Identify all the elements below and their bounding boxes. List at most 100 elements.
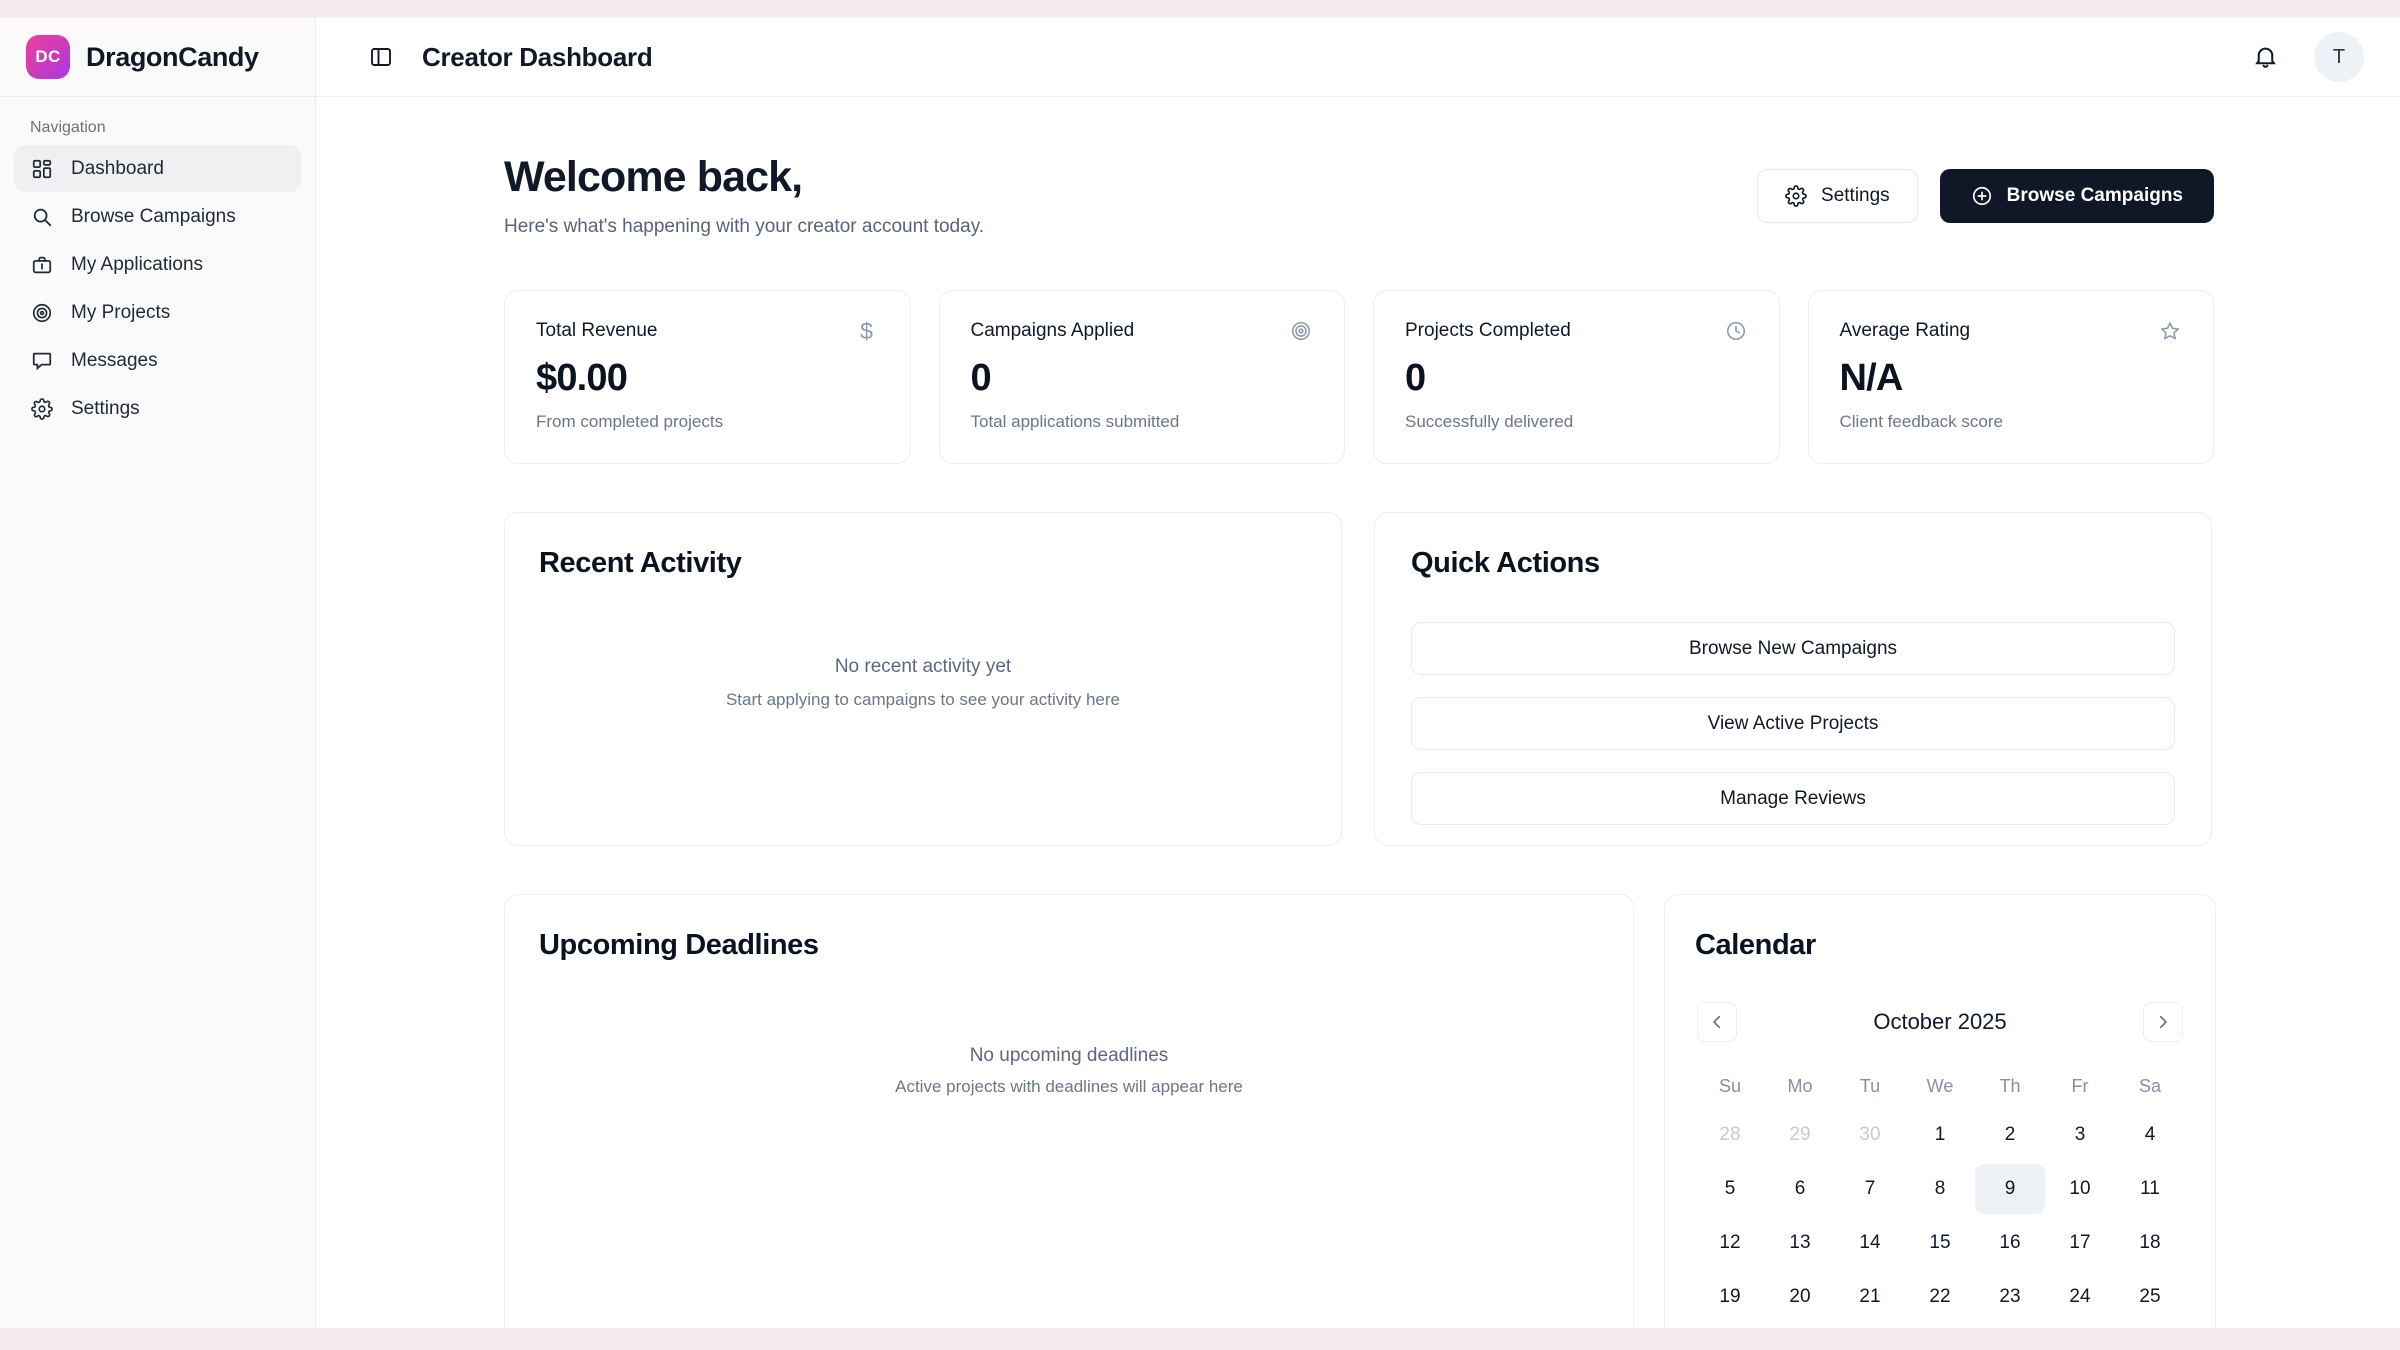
sidebar-item-label: My Projects: [71, 301, 171, 323]
empty-state-main: No upcoming deadlines: [969, 1044, 1169, 1066]
calendar-day[interactable]: 11: [2140, 1178, 2160, 1200]
calendar-day[interactable]: 29: [1789, 1124, 1811, 1146]
stat-card-title: Total Revenue: [536, 320, 658, 342]
calendar-day[interactable]: 19: [1719, 1286, 1741, 1308]
calendar-day[interactable]: 20: [1789, 1286, 1811, 1308]
plus-circle-icon: [1971, 185, 1993, 207]
quick-actions-title: Quick Actions: [1411, 547, 1600, 580]
calendar-day[interactable]: 4: [2144, 1124, 2156, 1146]
calendar-day[interactable]: 22: [1929, 1286, 1951, 1308]
sidebar-section-label: Navigation: [30, 119, 106, 136]
stat-card-value: N/A: [1839, 357, 1904, 400]
calendar-day[interactable]: 6: [1794, 1178, 1806, 1200]
clock-icon: [1724, 319, 1748, 343]
main-area: Creator Dashboard T Welcome back, Here's…: [316, 18, 2400, 1328]
upcoming-deadlines-title: Upcoming Deadlines: [539, 929, 819, 962]
calendar-day-of-week: Mo: [1787, 1075, 1813, 1096]
calendar-nav: October 2025: [1695, 1002, 2185, 1043]
calendar-day[interactable]: 28: [1719, 1124, 1741, 1146]
avatar[interactable]: T: [2314, 32, 2364, 82]
calendar-day[interactable]: 1: [1934, 1124, 1946, 1146]
settings-button-label: Settings: [1821, 185, 1890, 206]
recent-activity-empty-state: No recent activity yet Start applying to…: [539, 580, 1307, 811]
browse-campaigns-button-label: Browse Campaigns: [2006, 185, 2183, 206]
settings-button[interactable]: Settings: [1757, 169, 1918, 223]
chevron-left-icon[interactable]: [1697, 1002, 1737, 1043]
topbar: Creator Dashboard T: [316, 18, 2400, 97]
calendar-day-today[interactable]: 9: [1975, 1164, 2045, 1215]
calendar-day[interactable]: 30: [1859, 1124, 1881, 1146]
calendar-day[interactable]: 2: [2004, 1124, 2016, 1146]
target-icon: [1289, 319, 1313, 343]
stat-card-total-revenue: Total Revenue $ $0.00 From completed pro…: [504, 290, 911, 465]
calendar-day[interactable]: 16: [1999, 1232, 2021, 1254]
stat-card-description: Successfully delivered: [1405, 412, 1574, 432]
calendar-day[interactable]: 10: [2069, 1178, 2091, 1200]
page-title: Creator Dashboard: [422, 41, 653, 72]
welcome-actions: Settings Browse Campaigns: [1757, 155, 2214, 223]
briefcase-icon: [30, 253, 54, 277]
sidebar-item-my-projects[interactable]: My Projects: [14, 289, 301, 336]
stat-cards: Total Revenue $ $0.00 From completed pro…: [504, 290, 2214, 465]
brand-name: DragonCandy: [86, 41, 259, 72]
stat-card-value: $0.00: [536, 357, 628, 400]
stat-card-header: Campaigns Applied: [971, 319, 1314, 343]
calendar-day[interactable]: 12: [1719, 1232, 1741, 1254]
calendar-day[interactable]: 30: [1975, 1326, 2045, 1328]
calendar-day[interactable]: 25: [2139, 1286, 2161, 1308]
sidebar-item-label: Messages: [71, 349, 158, 371]
welcome-title: Welcome back,: [504, 153, 803, 201]
browse-campaigns-button[interactable]: Browse Campaigns: [1939, 169, 2214, 223]
calendar-day[interactable]: 14: [1859, 1232, 1881, 1254]
deadlines-empty-state: No upcoming deadlines Active projects wi…: [539, 962, 1599, 1328]
calendar-day[interactable]: 29: [1905, 1326, 1975, 1328]
calendar-day-of-week: Fr: [2071, 1075, 2089, 1096]
calendar-day-of-week: Th: [1999, 1075, 2021, 1096]
sidebar-item-settings[interactable]: Settings: [14, 385, 301, 432]
calendar-day[interactable]: 21: [1859, 1286, 1881, 1308]
chevron-right-icon[interactable]: [2143, 1002, 2183, 1043]
sidebar-item-messages[interactable]: Messages: [14, 337, 301, 384]
calendar-day[interactable]: 15: [1929, 1232, 1951, 1254]
sidebar: DC DragonCandy Navigation Dashboard Brow…: [0, 18, 316, 1328]
calendar-day[interactable]: 31: [2045, 1326, 2115, 1328]
empty-state-sub: Start applying to campaigns to see your …: [725, 689, 1121, 709]
calendar-day[interactable]: 5: [1724, 1178, 1736, 1200]
calendar-day[interactable]: 23: [1999, 1286, 2021, 1308]
quick-actions-list: Browse New Campaigns View Active Project…: [1411, 622, 2175, 826]
calendar-title: Calendar: [1695, 929, 1816, 962]
sidebar-item-label: Settings: [71, 397, 140, 419]
calendar-month-label: October 2025: [1873, 1009, 2007, 1035]
calendar-day[interactable]: 13: [1789, 1232, 1811, 1254]
calendar-day-of-week: We: [1926, 1075, 1954, 1096]
calendar-day[interactable]: 18: [2139, 1232, 2161, 1254]
sidebar-item-browse-campaigns[interactable]: Browse Campaigns: [14, 193, 301, 240]
stat-card-campaigns-applied: Campaigns Applied 0 Total applications s…: [938, 290, 1345, 465]
empty-state-main: No recent activity yet: [834, 655, 1012, 677]
stat-card-header: Projects Completed: [1405, 319, 1748, 343]
target-icon: [30, 301, 54, 325]
panel-left-icon[interactable]: [368, 44, 394, 70]
quick-action-browse-new-campaigns[interactable]: Browse New Campaigns: [1411, 622, 2175, 676]
calendar-day[interactable]: 3: [2074, 1124, 2086, 1146]
topbar-left: Creator Dashboard: [368, 41, 653, 73]
quick-action-manage-reviews[interactable]: Manage Reviews: [1411, 772, 2175, 826]
calendar-day[interactable]: 24: [2069, 1286, 2091, 1308]
calendar-day[interactable]: 1: [2115, 1326, 2185, 1328]
quick-action-view-active-projects[interactable]: View Active Projects: [1411, 697, 2175, 751]
gear-icon: [30, 397, 54, 421]
sidebar-item-my-applications[interactable]: My Applications: [14, 241, 301, 288]
calendar-day[interactable]: 28: [1835, 1326, 1905, 1328]
calendar-day-of-week: Sa: [2138, 1075, 2162, 1096]
stat-card-header: Average Rating: [1840, 319, 2183, 343]
brand-header[interactable]: DC DragonCandy: [0, 18, 315, 97]
brand-logo-badge: DC: [26, 35, 70, 79]
calendar-day[interactable]: 7: [1864, 1178, 1876, 1200]
calendar-day[interactable]: 8: [1934, 1178, 1946, 1200]
calendar-day[interactable]: 17: [2069, 1232, 2091, 1254]
stat-card-title: Average Rating: [1839, 320, 1971, 342]
calendar-day[interactable]: 26: [1695, 1326, 1765, 1328]
calendar-day[interactable]: 27: [1765, 1326, 1835, 1328]
bell-icon[interactable]: [2252, 43, 2280, 71]
sidebar-item-dashboard[interactable]: Dashboard: [14, 145, 301, 192]
